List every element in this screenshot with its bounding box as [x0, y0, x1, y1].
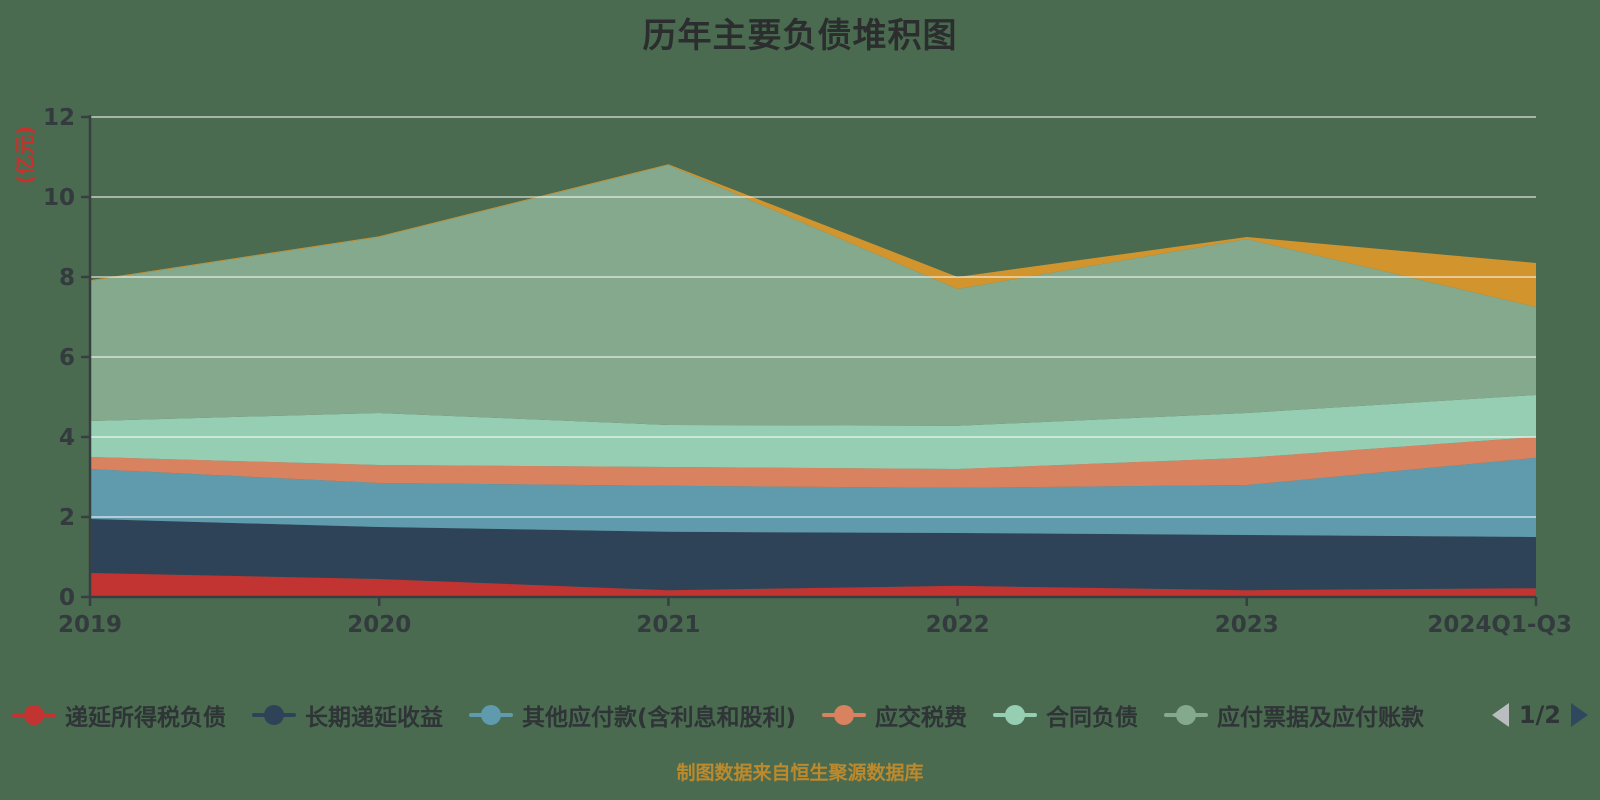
data-source-note: 制图数据来自恒生聚源数据库 — [676, 762, 924, 784]
legend-label: 其他应付款(含利息和股利) — [522, 705, 797, 731]
x-tick-label-2: 2021 — [636, 612, 700, 638]
legend-line-dot-icon — [822, 704, 867, 726]
legend: 递延所得税负债 长期递延收益 其他应付款(含利息和股利) 应交税费 合同负债 应付票据及应… — [0, 698, 1600, 732]
area-series-1 — [90, 519, 1536, 591]
legend-line-dot-icon — [469, 704, 513, 726]
x-tick-label-1: 2020 — [347, 612, 411, 638]
legend-line-dot-icon — [252, 704, 296, 726]
x-tick-label-5: 2024Q1-Q3 — [1427, 612, 1572, 638]
y-tick-label-0: 0 — [59, 585, 75, 611]
legend-item-2[interactable]: 其他应付款(含利息和股利) — [469, 698, 796, 732]
legend-item-5[interactable]: 应付票据及应付账款 — [1164, 698, 1424, 732]
area-series-5 — [90, 165, 1536, 426]
legend-next-page-icon[interactable] — [1571, 703, 1588, 727]
area-series-4 — [90, 395, 1536, 469]
area-series-group — [90, 164, 1536, 597]
y-tick-label-2: 2 — [59, 505, 75, 531]
legend-item-4[interactable]: 合同负债 — [993, 698, 1138, 732]
legend-label: 应付票据及应付账款 — [1217, 705, 1425, 731]
x-tick-label-3: 2022 — [926, 612, 990, 638]
stacked-area-chart: 0 2 4 6 8 10 12 2019 2020 2021 2022 2023 2024Q1-Q3 (亿… — [13, 105, 1572, 638]
legend-line-dot-icon — [12, 704, 56, 726]
y-tick-label-10: 10 — [43, 185, 75, 211]
x-tick-label-0: 2019 — [58, 612, 122, 638]
y-tick-label-6: 6 — [59, 345, 75, 371]
legend-line-dot-icon — [1164, 704, 1209, 726]
legend-item-0[interactable]: 递延所得税负债 — [12, 698, 226, 732]
legend-label: 长期递延收益 — [305, 705, 443, 731]
area-series-0 — [90, 573, 1536, 597]
gridlines — [90, 116, 1536, 518]
area-series-3 — [90, 437, 1536, 488]
legend-line-dot-icon — [993, 704, 1038, 726]
y-axis-title: (亿元) — [13, 126, 37, 184]
page-title: 历年主要负债堆积图 — [642, 16, 958, 56]
legend-prev-page-icon[interactable] — [1491, 703, 1509, 727]
y-tick-label-12: 12 — [43, 105, 75, 131]
legend-label: 合同负债 — [1046, 705, 1139, 731]
axes: 0 2 4 6 8 10 12 2019 2020 2021 2022 2023 2024Q1-Q3 — [43, 105, 1572, 638]
x-tick-label-4: 2023 — [1215, 612, 1279, 638]
y-tick-label-8: 8 — [59, 265, 75, 291]
legend-item-3[interactable]: 应交税费 — [822, 698, 967, 732]
legend-page-indicator: 1/2 — [1518, 701, 1561, 729]
y-tick-label-4: 4 — [59, 425, 75, 451]
legend-label: 递延所得税负债 — [65, 705, 226, 731]
legend-label: 应交税费 — [875, 705, 968, 731]
legend-pager: 1/2 — [1491, 701, 1588, 729]
legend-item-1[interactable]: 长期递延收益 — [252, 698, 443, 732]
